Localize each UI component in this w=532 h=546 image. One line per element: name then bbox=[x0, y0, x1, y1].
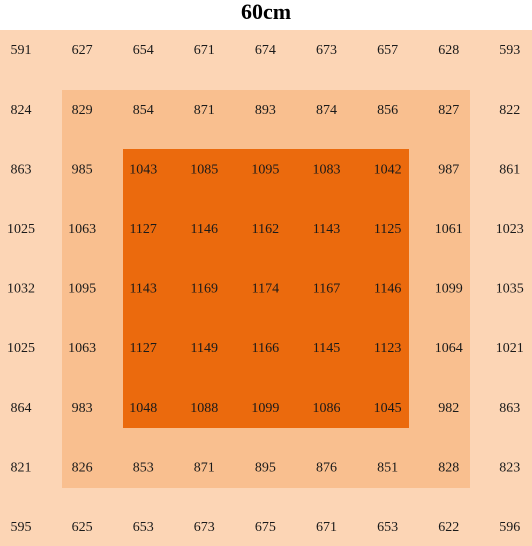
cell-value: 863 bbox=[499, 401, 520, 416]
cell-value: 596 bbox=[499, 520, 520, 535]
cell-value: 1095 bbox=[68, 282, 96, 297]
cell-value: 674 bbox=[255, 43, 276, 58]
cells: 591 627 654 671 674 673 657 628 593 824 829 854 871 8… bbox=[7, 43, 524, 535]
cell-value: 622 bbox=[438, 520, 459, 535]
cell-value: 593 bbox=[499, 43, 520, 58]
cell-value: 851 bbox=[377, 460, 398, 475]
cell-value: 1146 bbox=[374, 282, 401, 297]
cell-value: 828 bbox=[438, 460, 459, 475]
cell-value: 671 bbox=[316, 520, 337, 535]
cell-value: 863 bbox=[11, 162, 32, 177]
cell-value: 1123 bbox=[374, 341, 401, 356]
cell-value: 983 bbox=[72, 401, 93, 416]
cell-value: 653 bbox=[377, 520, 398, 535]
cell-value: 671 bbox=[194, 43, 215, 58]
cell-value: 1043 bbox=[129, 162, 157, 177]
cell-value: 874 bbox=[316, 103, 337, 118]
cell-value: 1063 bbox=[68, 222, 96, 237]
cell-value: 625 bbox=[72, 520, 93, 535]
cell-value: 657 bbox=[377, 43, 398, 58]
cell-value: 627 bbox=[72, 43, 93, 58]
cell-value: 1032 bbox=[7, 282, 35, 297]
cell-value: 1048 bbox=[129, 401, 157, 416]
cell-value: 1088 bbox=[190, 401, 218, 416]
cell-value: 895 bbox=[255, 460, 276, 475]
cell-value: 1025 bbox=[7, 341, 35, 356]
cell-value: 821 bbox=[11, 460, 32, 475]
cell-value: 826 bbox=[72, 460, 93, 475]
cell-value: 1042 bbox=[374, 162, 402, 177]
cell-value: 1166 bbox=[252, 341, 279, 356]
cell-value: 824 bbox=[11, 103, 32, 118]
cell-value: 653 bbox=[133, 520, 154, 535]
cell-value: 1143 bbox=[129, 282, 156, 297]
cell-value: 827 bbox=[438, 103, 459, 118]
cell-value: 1021 bbox=[496, 341, 524, 356]
cell-value: 1086 bbox=[313, 401, 341, 416]
cell-value: 982 bbox=[438, 401, 459, 416]
cell-value: 1025 bbox=[7, 222, 35, 237]
cell-value: 1099 bbox=[435, 282, 463, 297]
cell-value: 1167 bbox=[313, 282, 340, 297]
cell-value: 1099 bbox=[251, 401, 279, 416]
title: 60cm bbox=[241, 0, 291, 24]
cell-value: 1127 bbox=[129, 341, 156, 356]
cell-value: 822 bbox=[499, 103, 520, 118]
cell-value: 591 bbox=[11, 43, 32, 58]
cell-value: 871 bbox=[194, 103, 215, 118]
cell-value: 987 bbox=[438, 162, 459, 177]
cell-value: 1127 bbox=[129, 222, 156, 237]
cell-value: 864 bbox=[11, 401, 32, 416]
cell-value: 1162 bbox=[252, 222, 279, 237]
cell-value: 654 bbox=[133, 43, 154, 58]
cell-value: 1149 bbox=[191, 341, 218, 356]
cell-value: 1083 bbox=[313, 162, 341, 177]
cell-value: 1143 bbox=[313, 222, 340, 237]
inner-zone bbox=[123, 149, 409, 428]
cell-value: 861 bbox=[499, 162, 520, 177]
cell-value: 1169 bbox=[191, 282, 218, 297]
cell-value: 673 bbox=[194, 520, 215, 535]
cell-value: 823 bbox=[499, 460, 520, 475]
cell-value: 1174 bbox=[252, 282, 279, 297]
cell-value: 1061 bbox=[435, 222, 463, 237]
cell-value: 876 bbox=[316, 460, 337, 475]
cell-value: 853 bbox=[133, 460, 154, 475]
cell-value: 856 bbox=[377, 103, 398, 118]
cell-value: 673 bbox=[316, 43, 337, 58]
cell-value: 1064 bbox=[435, 341, 463, 356]
cell-value: 829 bbox=[72, 103, 93, 118]
cell-value: 595 bbox=[11, 520, 32, 535]
cell-value: 893 bbox=[255, 103, 276, 118]
cell-value: 1085 bbox=[190, 162, 218, 177]
cell-value: 1035 bbox=[496, 282, 524, 297]
cell-value: 985 bbox=[72, 162, 93, 177]
cell-value: 1063 bbox=[68, 341, 96, 356]
cell-value: 675 bbox=[255, 520, 276, 535]
cell-value: 1146 bbox=[191, 222, 218, 237]
cell-value: 1125 bbox=[374, 222, 401, 237]
cell-value: 871 bbox=[194, 460, 215, 475]
cell-value: 1095 bbox=[251, 162, 279, 177]
cell-value: 1145 bbox=[313, 341, 340, 356]
cell-value: 1023 bbox=[496, 222, 524, 237]
cell-value: 1045 bbox=[374, 401, 402, 416]
cell-value: 854 bbox=[133, 103, 154, 118]
cell-value: 628 bbox=[438, 43, 459, 58]
